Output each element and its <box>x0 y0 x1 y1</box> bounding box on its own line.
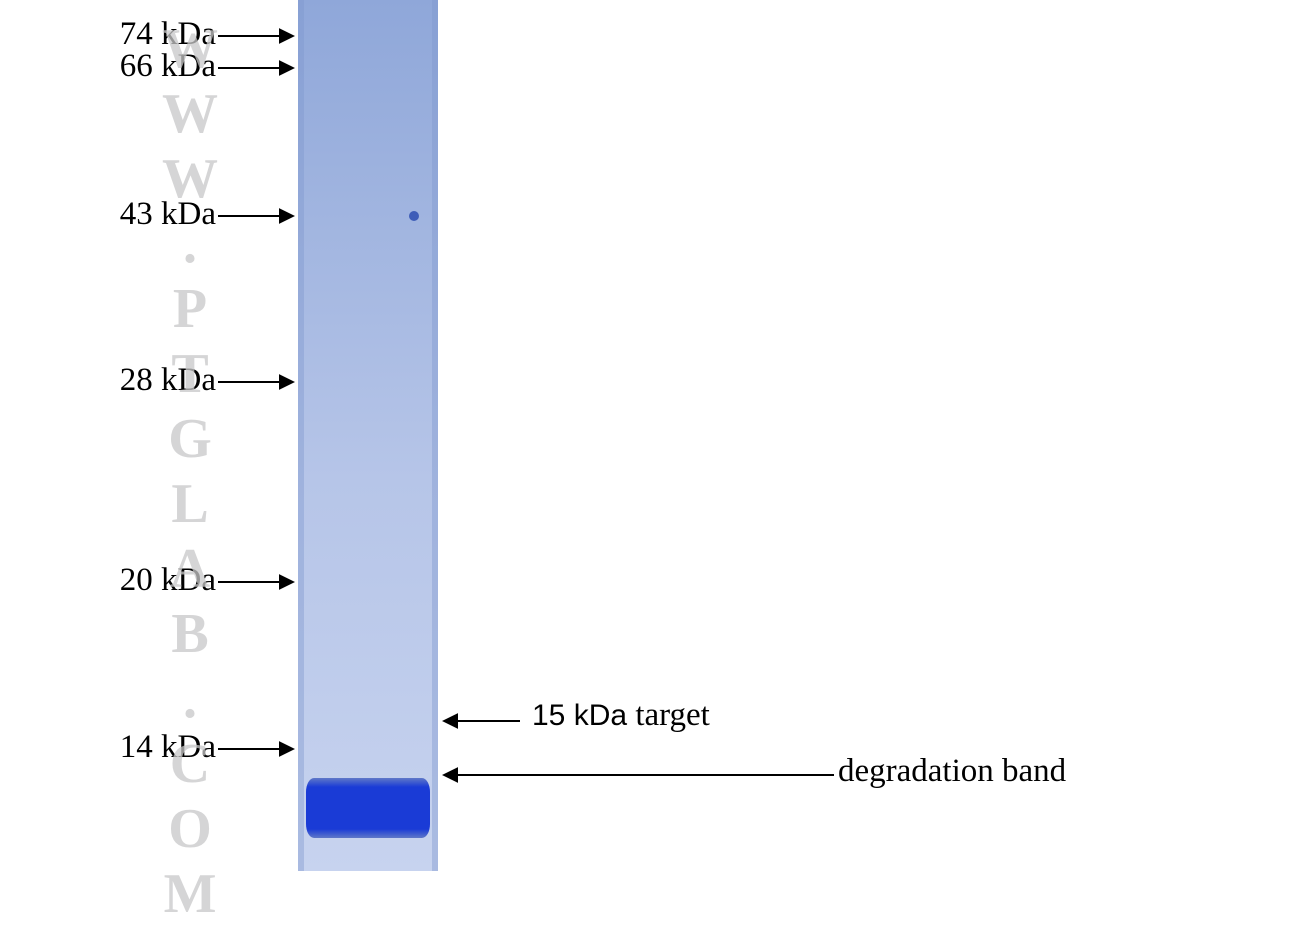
annotation-kda: 15 kDa <box>532 699 627 732</box>
lane-edge-right <box>432 0 438 871</box>
gel-lane-svg <box>298 0 438 871</box>
lane-background <box>298 0 438 871</box>
protein-band <box>306 778 430 838</box>
marker-label: 43 kDa <box>120 196 216 233</box>
marker-arrow-icon <box>218 205 295 227</box>
lane-edge-left <box>298 0 304 871</box>
annotation-text: degradation band <box>838 753 1066 789</box>
marker-dot-43kda <box>409 211 419 221</box>
watermark: WWW.PTGLAB.COM <box>162 18 218 928</box>
annotation-text: target <box>635 697 710 733</box>
marker-arrow-icon <box>218 57 295 79</box>
marker-arrow-icon <box>218 571 295 593</box>
marker-arrow-icon <box>218 371 295 393</box>
marker-arrow-icon <box>218 738 295 760</box>
marker-label: 66 kDa <box>120 48 216 85</box>
annotation-arrow-icon <box>442 764 834 786</box>
marker-arrow-icon <box>218 25 295 47</box>
annotation-label: degradation band <box>838 753 1066 790</box>
marker-label: 14 kDa <box>120 729 216 766</box>
annotation-arrow-icon <box>442 710 520 732</box>
marker-label: 20 kDa <box>120 562 216 599</box>
marker-label: 28 kDa <box>120 362 216 399</box>
annotation-label: 15 kDa target <box>532 697 710 734</box>
gel-lane <box>298 0 438 871</box>
